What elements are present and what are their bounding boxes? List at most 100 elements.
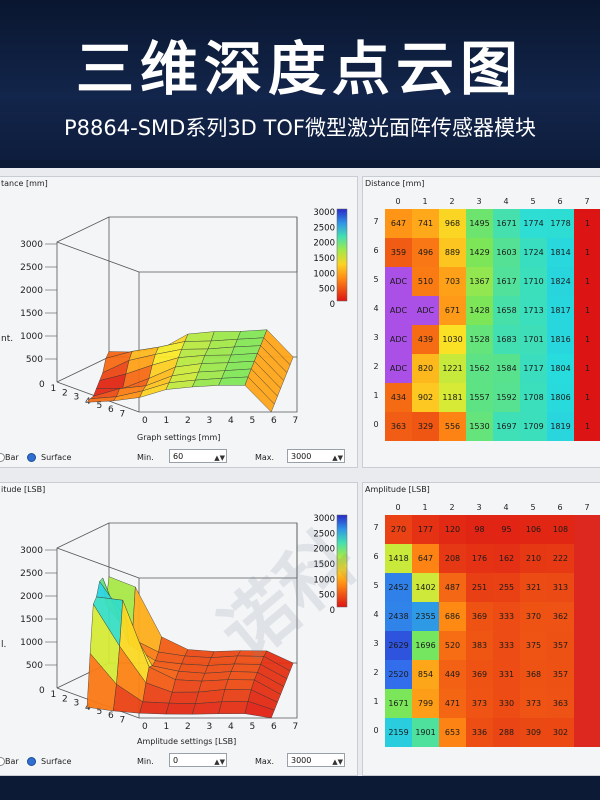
y-tick-label: 2 xyxy=(62,694,68,704)
y-tick-label: 3 xyxy=(74,393,80,403)
column-header: 7 xyxy=(584,503,590,512)
colorbar-tick-label: 1500 xyxy=(313,560,335,570)
colorbar-tick-label: 0 xyxy=(330,606,335,616)
table-cell: ADC xyxy=(385,325,412,354)
table-cell: 902 xyxy=(412,383,439,412)
table-cell: 251 xyxy=(466,573,493,602)
z-tick-label: 1000 xyxy=(20,332,43,342)
surface-label: Surface xyxy=(41,757,72,766)
column-header: 0 xyxy=(395,197,401,206)
spinner-icon[interactable]: ▲▼ xyxy=(332,454,343,462)
table-cell: 108 xyxy=(547,515,574,544)
table-cell: ADC xyxy=(412,296,439,325)
table-cell: 647 xyxy=(385,209,412,238)
surface-facet xyxy=(201,354,232,364)
table-cell: 333 xyxy=(493,631,520,660)
banner-title: 三维深度点云图 xyxy=(75,35,524,103)
table-cell: 1709 xyxy=(520,412,547,441)
max-label: Max. xyxy=(255,757,275,766)
spinner-icon[interactable]: ▲▼ xyxy=(214,454,225,462)
x-tick-label: 7 xyxy=(293,416,299,426)
row-header: 0 xyxy=(373,420,379,429)
table-cell: 741 xyxy=(412,209,439,238)
table-cell: 1584 xyxy=(493,354,520,383)
table-cell: 95 xyxy=(493,515,520,544)
table-cell: 968 xyxy=(439,209,466,238)
table-cell: ADC xyxy=(385,354,412,383)
table-cell: 1824 xyxy=(547,267,574,296)
z-tick-label: 1500 xyxy=(20,615,43,625)
table-cell: 357 xyxy=(547,660,574,689)
table-cell: 330 xyxy=(493,689,520,718)
table-cell: 510 xyxy=(412,267,439,296)
z-tick-label: 3000 xyxy=(20,546,43,556)
row-header: 7 xyxy=(373,217,379,226)
table-cell: 313 xyxy=(547,573,574,602)
x-tick-label: 0 xyxy=(142,722,148,732)
colorbar-tick-label: 500 xyxy=(319,591,335,601)
z-tick-label: 2500 xyxy=(20,569,43,579)
colorbar-tick-label: 2000 xyxy=(313,239,335,249)
colorbar-tick-label: 1000 xyxy=(313,575,335,585)
x-tick-label: 5 xyxy=(250,416,256,426)
table-cell: 2629 xyxy=(385,631,412,660)
row-header: 3 xyxy=(373,333,379,342)
table-cell: 820 xyxy=(412,354,439,383)
surface-facet xyxy=(244,376,275,413)
table-cell: 98 xyxy=(466,515,493,544)
surface-radio[interactable] xyxy=(27,757,36,766)
table-cell: 2438 xyxy=(385,602,412,631)
column-header: 4 xyxy=(503,503,509,512)
banner-subtitle: P8864-SMD系列3D TOF微型激光面阵传感器模块 xyxy=(64,116,536,140)
amplitude-3d-plot[interactable]: 30002500200015001000500l.001122334455667… xyxy=(0,483,357,733)
table-cell: 373 xyxy=(466,689,493,718)
amplitude-table-panel: Amplitude [LSB] 0 1 2 3 4 5 6 7 7 270 177 120 98 95 10… xyxy=(362,482,600,776)
surface-facet xyxy=(227,671,258,681)
max-input[interactable]: 3000 ▲▼ xyxy=(287,753,345,767)
table-cell xyxy=(574,718,600,747)
row-header: 5 xyxy=(373,581,379,590)
plot-box xyxy=(56,241,140,273)
table-cell: 362 xyxy=(547,602,574,631)
distance-plot-title: tance [mm] xyxy=(1,179,48,188)
table-cell: 1713 xyxy=(520,296,547,325)
table-cell: 1 xyxy=(574,296,600,325)
table-cell: 255 xyxy=(493,573,520,602)
min-input[interactable]: 60 ▲▼ xyxy=(169,449,227,463)
surface-facet xyxy=(175,671,206,682)
table-cell: 331 xyxy=(493,660,520,689)
table-cell: 686 xyxy=(439,602,466,631)
y-tick-label: 5 xyxy=(97,707,103,717)
table-cell: 288 xyxy=(493,718,520,747)
table-cell: 1816 xyxy=(547,325,574,354)
z-axis-label: nt. xyxy=(1,334,13,344)
row-header: 6 xyxy=(373,246,379,255)
table-cell xyxy=(574,544,600,573)
column-header: 4 xyxy=(503,197,509,206)
spinner-icon[interactable]: ▲▼ xyxy=(214,758,225,766)
table-cell: 1724 xyxy=(520,238,547,267)
surface-radio[interactable] xyxy=(27,453,36,462)
spinner-icon[interactable]: ▲▼ xyxy=(332,758,343,766)
bar-radio[interactable] xyxy=(0,757,5,766)
surface-facet xyxy=(230,663,261,673)
row-header: 4 xyxy=(373,610,379,619)
surface-facet xyxy=(218,701,249,714)
table-cell xyxy=(574,631,600,660)
table-cell: 357 xyxy=(547,631,574,660)
max-input[interactable]: 3000 ▲▼ xyxy=(287,449,345,463)
table-cell: 363 xyxy=(547,689,574,718)
distance-3d-plot[interactable]: 30002500200015001000500nt.00112233445566… xyxy=(0,177,357,427)
amplitude-plot-title: itude [LSB] xyxy=(1,485,46,494)
min-input[interactable]: 0 ▲▼ xyxy=(169,753,227,767)
colorbar-tick-label: 3000 xyxy=(313,514,335,524)
bar-radio[interactable] xyxy=(0,453,5,462)
z-tick-label: 2500 xyxy=(20,263,43,273)
table-cell: 2452 xyxy=(385,573,412,602)
table-cell: 653 xyxy=(439,718,466,747)
column-header: 5 xyxy=(530,503,536,512)
z-tick-label: 2000 xyxy=(20,592,43,602)
min-label: Min. xyxy=(137,453,154,462)
z-tick-label: 1500 xyxy=(20,309,43,319)
max-value: 3000 xyxy=(291,452,312,461)
